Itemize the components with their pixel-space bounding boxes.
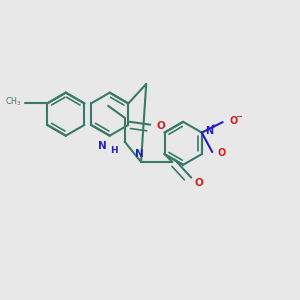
Text: N: N [205, 126, 214, 136]
Text: H: H [110, 146, 117, 155]
Text: −: − [235, 112, 242, 121]
Text: CH$_3$: CH$_3$ [5, 96, 22, 108]
Text: N: N [98, 141, 106, 151]
Text: O: O [229, 116, 238, 126]
Text: O: O [156, 122, 165, 131]
Text: +: + [210, 123, 216, 129]
Text: O: O [195, 178, 203, 188]
Text: O: O [218, 148, 226, 158]
Text: N: N [135, 149, 144, 159]
